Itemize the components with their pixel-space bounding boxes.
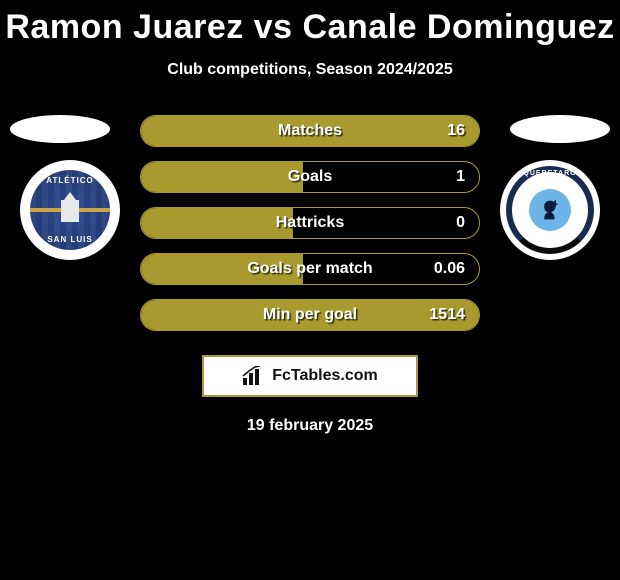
stat-label: Min per goal [141, 306, 479, 324]
date-text: 19 february 2025 [0, 417, 620, 435]
stat-label: Hattricks [141, 214, 479, 232]
badge-arc-top: ATLÉTICO [30, 176, 110, 185]
badge-tower-icon [61, 200, 79, 222]
stat-bar: Hattricks 0 [140, 207, 480, 239]
footer-brand-box: FcTables.com [202, 355, 418, 397]
stat-value: 16 [447, 122, 465, 140]
club-badge-right: QUERETARO [500, 160, 600, 260]
badge-arc-word: QUERETARO [506, 170, 594, 177]
stage: ATLÉTICO SAN LUIS QUERETARO [0, 115, 620, 355]
club-badge-left: ATLÉTICO SAN LUIS [20, 160, 120, 260]
footer-brand-text: FcTables.com [272, 367, 378, 385]
stat-value: 0 [456, 214, 465, 232]
club-badge-left-inner: ATLÉTICO SAN LUIS [30, 170, 110, 250]
stat-label: Matches [141, 122, 479, 140]
bars-icon [242, 366, 266, 386]
page-title: Ramon Juarez vs Canale Dominguez [0, 0, 620, 47]
subtitle: Club competitions, Season 2024/2025 [0, 61, 620, 79]
stat-bar: Goals per match 0.06 [140, 253, 480, 285]
badge-center-circle [529, 189, 571, 231]
stat-bar: Goals 1 [140, 161, 480, 193]
stat-bar: Min per goal 1514 [140, 299, 480, 331]
stat-bar: Matches 16 [140, 115, 480, 147]
stat-value: 1 [456, 168, 465, 186]
stat-value: 1514 [429, 306, 465, 324]
rooster-icon [536, 196, 564, 224]
stat-label: Goals [141, 168, 479, 186]
infographic-root: Ramon Juarez vs Canale Dominguez Club co… [0, 0, 620, 580]
shadow-oval-right [510, 115, 610, 143]
club-badge-right-inner: QUERETARO [506, 166, 594, 254]
shadow-oval-left [10, 115, 110, 143]
stat-value: 0.06 [434, 260, 465, 278]
stat-label: Goals per match [141, 260, 479, 278]
badge-arc-bottom: SAN LUIS [30, 235, 110, 244]
stat-bars: Matches 16 Goals 1 Hattricks 0 Goals per… [140, 115, 480, 345]
